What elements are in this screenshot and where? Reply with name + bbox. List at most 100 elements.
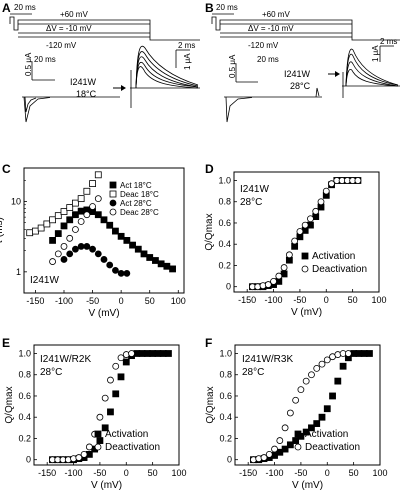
chart-f-xlabel: V (mV): [292, 480, 323, 491]
chart-d-series-1-point-9: [296, 228, 304, 235]
panel-b-hold-voltage: -120 mV: [248, 41, 279, 50]
chart-c-series-1-point-1: [32, 227, 39, 235]
chart-c-series-1-point-6: [60, 208, 68, 215]
chart-d-series-1-point-14: [322, 187, 330, 195]
chart-d-xtick-label-2: -50: [293, 295, 306, 305]
chart-f-series-1-point-8: [292, 396, 300, 404]
chart-c-series-1-point-3: [43, 220, 51, 228]
chart-f-ytick-label-5: 1.0: [219, 348, 232, 358]
chart-f-ytick-label-3: 0.6: [219, 391, 232, 401]
chart-f-series-0-point-8: [292, 437, 300, 444]
chart-c-series-3-point-4: [72, 226, 79, 233]
chart-f-annotation-1: 28°C: [242, 367, 264, 378]
chart-f-series-1-point-9: [297, 386, 305, 394]
chart-f-series-1-point-7: [286, 409, 294, 417]
chart-e-series-0-point-13: [117, 373, 125, 381]
chart-c-legend-label-1: Deac 18°C: [120, 190, 159, 199]
chart-c-series-0-point-14: [129, 241, 136, 249]
panel-b-right-trace-2: [345, 61, 399, 87]
panel-a-on-transient-2: [23, 96, 51, 123]
panel-a-scale-time-label: 20 ms: [34, 55, 56, 64]
panel-b-on-transient: [225, 96, 253, 123]
panel-a-arrow-head: [121, 85, 126, 91]
chart-c-series-2-point-3: [77, 243, 85, 250]
chart-c-series-1-point-8: [72, 199, 79, 207]
chart-e-series-1-point-7: [85, 443, 93, 451]
panel-b-trace-left: 20 ms 0.5 μA I241W 28°C: [224, 54, 322, 123]
chart-d-series-1-point-8: [291, 237, 299, 245]
chart-d-series-1-point-10: [301, 221, 309, 229]
panel-a-right-scale-amp-label: 1 μA: [183, 53, 192, 70]
chart-e-xtick-label-1: -100: [65, 468, 83, 478]
chart-e-xlabel: V (mV): [91, 480, 122, 491]
chart-c-series-3-point-6: [83, 211, 91, 219]
chart-e-ytick-label-2: 0.4: [18, 412, 31, 422]
chart-c-series-0-point-21: [169, 265, 176, 273]
chart-e-series-1-point-11: [107, 376, 114, 384]
panel-a-step-label: ΔV = -10 mV: [46, 24, 92, 33]
chart-c-xtick-label-2: -50: [86, 296, 99, 306]
panel-b-right-scale-time-label: 2 ms: [380, 37, 397, 46]
chart-f-legend-label-0: Activation: [305, 429, 348, 440]
panel-b-right-trace-1: [345, 69, 399, 87]
chart-f-series-1-point-14: [323, 356, 331, 364]
chart-d-series-1-point-6: [280, 264, 288, 271]
chart-e-series-0-point-10: [101, 424, 109, 432]
chart-f-series-1-point-6: [281, 424, 289, 432]
chart-e-qv-curve: -150 -100 -50 0 50 100 0 0.2 0.4 0.6 0.8 1.0 V (mV) Q…: [4, 344, 187, 491]
chart-f-ytick-label-2: 0.4: [219, 412, 232, 422]
chart-f-series-0-point-10: [302, 428, 310, 436]
chart-f-series-0-point-11: [308, 424, 315, 432]
chart-c-xtick-label-1: -100: [55, 296, 73, 306]
chart-c-series-2-point-9: [112, 266, 119, 274]
chart-c-series-3-point-2: [60, 243, 68, 250]
chart-c-legend-label-3: Deac 28°C: [120, 208, 159, 217]
chart-c-legend-marker-0: [109, 181, 117, 189]
panel-a-protocol: 20 ms +60 mV ΔV = -10 mV -120 mV: [9, 3, 200, 50]
chart-c-xtick-label-4: 50: [145, 296, 155, 306]
chart-e-series-0-point-22: [165, 350, 172, 357]
panel-a-temp: 18°C: [76, 89, 97, 99]
chart-e-series-0-point-12: [112, 390, 120, 398]
panel-b-scale-time-label: 20 ms: [257, 55, 279, 64]
chart-f-legend-label-1: Deactivation: [305, 442, 360, 453]
chart-f-series-0-point-14: [323, 405, 331, 413]
chart-c-series-2-point-5: [89, 245, 96, 253]
chart-d-xtick-label-5: 100: [371, 295, 386, 305]
chart-c-series-0-point-16: [140, 250, 148, 258]
chart-c-series-0-point-3: [66, 216, 74, 224]
chart-e-series-0-point-14: [122, 358, 130, 366]
panel-a-arrow: [113, 85, 126, 91]
chart-f-series-0-point-22: [366, 350, 373, 357]
chart-d-ytick-label-2: 0.4: [218, 239, 231, 249]
chart-f-series-0-point-17: [339, 362, 347, 370]
chart-c-series-0-point-0: [49, 237, 56, 244]
panel-a: A 20 ms +60 mV ΔV = -10 mV -120 mV 20 ms…: [2, 1, 200, 123]
panel-f-label: F: [205, 336, 212, 350]
chart-c-legend-label-2: Act 28°C: [120, 199, 152, 208]
chart-c-series-0-point-19: [157, 260, 165, 268]
chart-c-series-2-point-2: [72, 245, 79, 253]
chart-f-ytick-label-0: 0: [227, 455, 232, 465]
chart-c-series-0-point-18: [152, 257, 159, 264]
chart-e-legend-marker-0: [94, 430, 102, 438]
chart-d-series-1-point-13: [317, 198, 325, 206]
chart-f-series-1-point-4: [271, 445, 278, 453]
panel-b-right-trace-4: [345, 48, 399, 87]
chart-d-xlabel: V (mV): [291, 307, 322, 318]
chart-c-series-2-point-6: [94, 250, 102, 258]
chart-c-xlabel: V (mV): [88, 308, 119, 319]
chart-d-series-1-point-7: [285, 251, 293, 259]
chart-d-legend-marker-0: [301, 252, 309, 260]
chart-e-legend-label-1: Deactivation: [105, 442, 160, 453]
chart-e-xtick-label-4: 50: [148, 468, 158, 478]
chart-f-ylabel: Q/Qmax: [205, 386, 216, 423]
chart-c-series-2-point-7: [100, 256, 108, 263]
chart-f-xtick-label-5: 100: [372, 468, 387, 478]
chart-e-legend-marker-1: [94, 443, 102, 451]
chart-d-legend-label-0: Activation: [312, 251, 355, 262]
chart-c-series-1-point-5: [54, 212, 62, 220]
chart-c-frame: [23, 167, 185, 294]
chart-c-series-1-point-12: [94, 171, 102, 179]
